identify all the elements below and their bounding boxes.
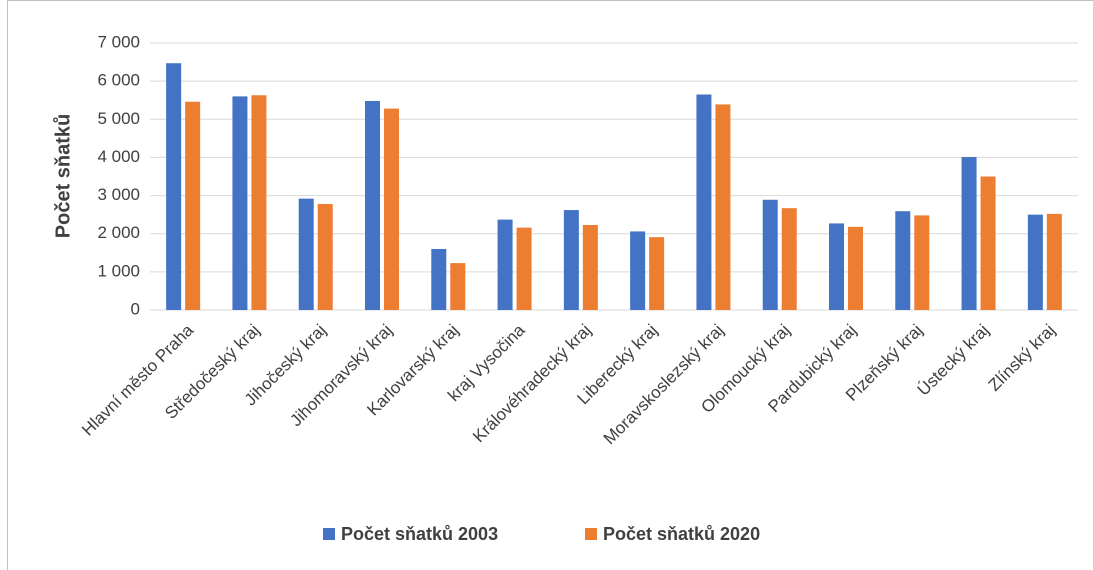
y-tick-label: 5 000: [97, 109, 140, 128]
bar: [251, 95, 267, 311]
bar: [895, 211, 911, 310]
y-tick-label: 4 000: [97, 147, 140, 166]
legend-swatch: [323, 528, 335, 540]
y-tick-label: 1 000: [97, 261, 140, 280]
bar: [649, 237, 665, 310]
legend-swatch: [585, 528, 597, 540]
bar: [365, 100, 380, 310]
bar: [450, 263, 466, 310]
bar: [431, 248, 447, 310]
bar: [185, 101, 201, 311]
bar: [298, 198, 314, 310]
y-axis-title: Počet sňatků: [52, 114, 74, 238]
bar: [762, 199, 778, 310]
bar: [384, 108, 399, 310]
bar: [848, 226, 863, 310]
bar: [715, 104, 731, 310]
bar: [563, 210, 579, 310]
y-tick-label: 0: [131, 299, 140, 318]
y-tick-label: 7 000: [97, 32, 140, 51]
bar: [630, 231, 646, 310]
bar: [914, 215, 930, 310]
bar: [980, 176, 996, 310]
bar: [696, 94, 712, 310]
y-tick-label: 2 000: [97, 223, 140, 242]
bar: [961, 157, 977, 310]
bar: [829, 223, 844, 310]
y-tick-label: 6 000: [97, 71, 140, 90]
y-tick-label: 3 000: [97, 185, 140, 204]
bar: [1046, 213, 1062, 310]
legend-label: Počet sňatků 2003: [341, 524, 498, 544]
bar: [516, 227, 532, 310]
bar: [1027, 214, 1043, 310]
bar: [781, 208, 797, 310]
bar: [232, 96, 248, 311]
bar: [166, 63, 182, 310]
legend-label: Počet sňatků 2020: [603, 524, 760, 544]
bar: [317, 203, 333, 310]
bar: [582, 224, 598, 310]
bar: [497, 219, 513, 310]
